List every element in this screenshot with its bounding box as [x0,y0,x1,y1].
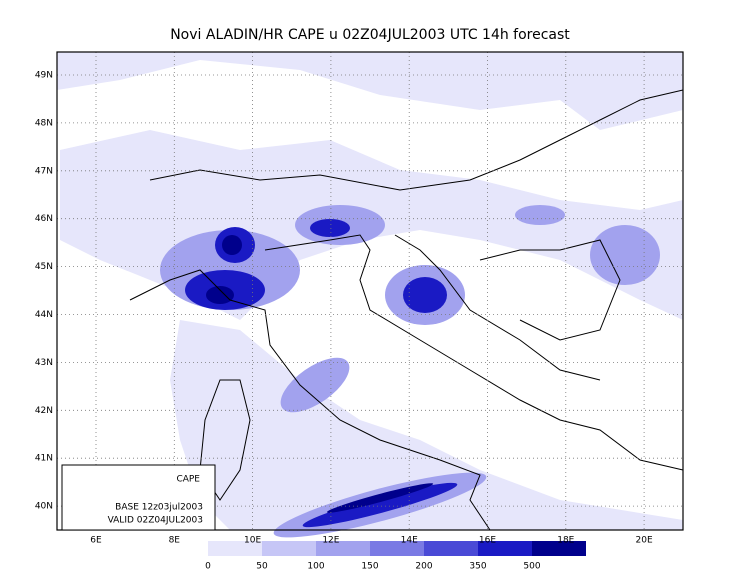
lat-label: 43N [35,358,53,368]
legend-label: 0 [205,562,211,572]
legend-label: 150 [361,562,378,572]
lat-label: 45N [35,262,53,272]
lon-label: 20E [636,536,653,546]
info-title: CAPE [176,475,200,485]
legend-label: 50 [256,562,268,572]
legend-swatch [208,541,262,556]
cape-area [280,357,350,413]
legend-label: 200 [415,562,432,572]
info-box: CAPE BASE 12z03jul2003 VALID 02Z04JUL200… [61,464,216,531]
lon-label: 8E [169,536,181,546]
coastline [129,269,491,531]
lon-label: 6E [90,536,102,546]
info-base: BASE 12z03jul2003 [115,503,203,513]
map-title: Novi ALADIN/HR CAPE u 02Z04JUL2003 UTC 1… [170,27,570,43]
lon-label: 10E [244,536,261,546]
lat-label: 44N [35,310,53,320]
cape-area [170,320,683,530]
cape-area [590,225,660,285]
legend-label: 350 [469,562,486,572]
cape-area [403,277,447,313]
coastline [264,234,684,471]
grid [57,52,683,530]
legend-label: 500 [523,562,540,572]
legend: 0 50 100 150 200 350 500 [205,541,586,572]
legend-swatch [424,541,478,556]
lon-label: 18E [557,536,574,546]
cape-area [222,235,242,255]
coastlines [129,89,684,531]
border [479,239,621,341]
lat-label: 40N [35,502,53,512]
cape-area [326,483,434,513]
info-frame [61,464,216,531]
lon-label: 16E [479,536,496,546]
lon-label: 14E [401,536,418,546]
legend-swatch [370,541,424,556]
legend-swatch [316,541,370,556]
lon-label: 12E [322,536,339,546]
cape-max [206,235,434,513]
map-area [56,51,684,538]
border [149,89,684,191]
legend-swatch [478,541,532,556]
legend-label: 100 [307,562,324,572]
lat-label: 47N [35,166,53,176]
cape-area [57,52,683,130]
coastline [394,234,601,381]
legend-swatch [262,541,316,556]
cape-area [206,286,234,304]
cape-area [310,219,350,237]
lat-label: 41N [35,454,53,464]
info-valid: VALID 02Z04JUL2003 [108,516,203,526]
lat-label: 46N [35,214,53,224]
cape-area [515,205,565,225]
legend-swatch [532,541,586,556]
lat-label: 49N [35,71,53,81]
lat-label: 48N [35,118,53,128]
cape-area [302,482,458,528]
lat-label: 42N [35,406,53,416]
map-frame [56,51,684,531]
